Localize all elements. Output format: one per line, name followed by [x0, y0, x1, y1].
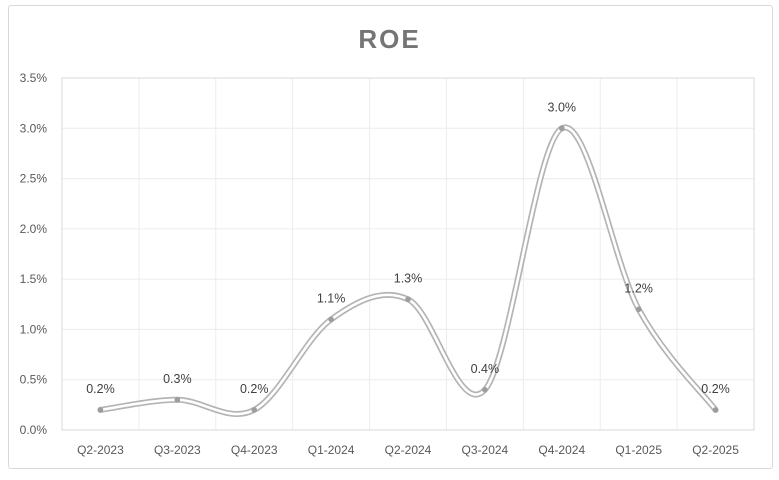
- data-point-label: 0.2%: [240, 382, 269, 396]
- x-axis-tick-label: Q3-2024: [462, 443, 509, 457]
- data-point-label: 0.3%: [163, 372, 192, 386]
- y-axis-tick-label: 1.5%: [20, 272, 48, 286]
- x-axis-tick-label: Q3-2023: [154, 443, 201, 457]
- data-point-label: 1.2%: [624, 281, 653, 295]
- y-axis-tick-label: 2.5%: [20, 172, 48, 186]
- data-point-marker: [558, 125, 565, 132]
- data-point-marker: [97, 407, 104, 413]
- data-point-label: 1.1%: [317, 291, 346, 305]
- x-axis-tick-label: Q2-2025: [692, 443, 739, 457]
- data-point-marker: [405, 296, 411, 303]
- data-point-label: 0.4%: [471, 362, 500, 376]
- x-axis-tick-label: Q1-2025: [615, 443, 662, 457]
- chart-frame: [8, 5, 773, 469]
- plot-area-border: [61, 77, 755, 431]
- data-point-marker: [174, 397, 181, 403]
- data-point-label: 3.0%: [548, 100, 577, 114]
- data-point-label: 0.2%: [86, 382, 115, 396]
- data-point-marker: [251, 407, 258, 413]
- chart-title: ROE: [358, 24, 421, 54]
- data-point-marker: [712, 407, 719, 413]
- y-axis-tick-label: 3.5%: [20, 71, 48, 85]
- data-point-label: 0.2%: [701, 382, 730, 396]
- data-point-marker: [635, 306, 642, 313]
- data-point-label: 1.3%: [394, 271, 423, 285]
- x-axis-tick-label: Q1-2024: [308, 443, 355, 457]
- data-point-marker: [328, 316, 334, 323]
- y-axis-tick-label: 2.0%: [20, 222, 48, 236]
- y-axis-tick-label: 0.5%: [20, 373, 48, 387]
- y-axis-tick-label: 1.0%: [20, 322, 48, 336]
- series-line-core: [99, 126, 717, 416]
- x-axis-tick-label: Q2-2023: [77, 443, 124, 457]
- x-axis-tick-label: Q2-2024: [385, 443, 432, 457]
- x-axis-tick-label: Q4-2024: [538, 443, 585, 457]
- data-point-marker: [482, 386, 488, 393]
- y-axis-tick-label: 3.0%: [20, 121, 48, 135]
- x-axis-tick-label: Q4-2023: [231, 443, 278, 457]
- y-axis-tick-label: 0.0%: [20, 423, 48, 437]
